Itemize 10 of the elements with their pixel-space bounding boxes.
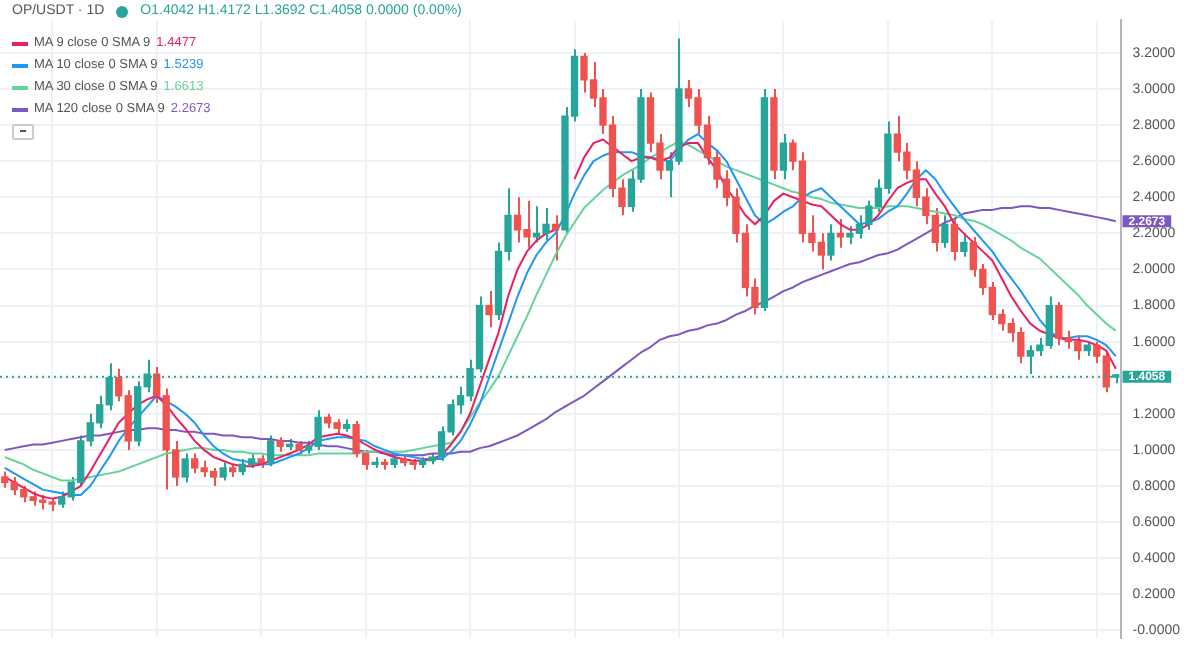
candlestick: [779, 133, 788, 181]
candlestick: [266, 434, 275, 468]
candlestick: [485, 290, 493, 329]
candlestick: [219, 461, 227, 482]
candlestick: [960, 232, 968, 258]
candlestick: [181, 452, 189, 484]
candlestick: [950, 217, 958, 262]
candlestick: [827, 223, 835, 262]
candlestick: [836, 217, 845, 249]
candlestick: [941, 214, 949, 249]
